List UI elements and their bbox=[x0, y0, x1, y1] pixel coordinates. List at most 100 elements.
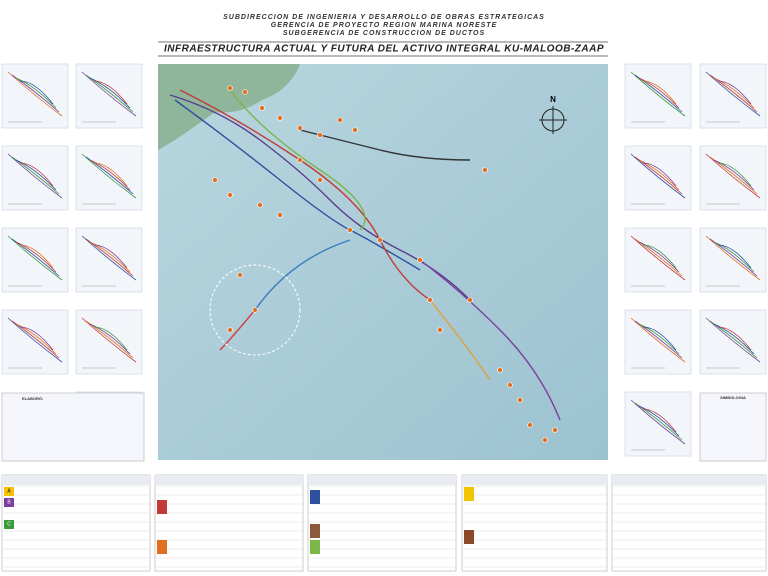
group-label: C bbox=[7, 521, 11, 527]
thumbnail-line bbox=[705, 71, 761, 117]
thumbnail-line bbox=[630, 235, 686, 281]
thumbnail bbox=[699, 145, 767, 211]
thumbnail-line bbox=[638, 405, 680, 437]
thumbnail-line bbox=[634, 402, 683, 441]
thumbnail-line bbox=[638, 77, 680, 109]
thumbnail-line bbox=[713, 241, 755, 273]
platform bbox=[467, 297, 473, 303]
thumbnail-line bbox=[634, 320, 683, 359]
platform bbox=[542, 437, 548, 443]
header-line: SUBDIRECCION DE INGENIERIA Y DESARROLLO … bbox=[223, 14, 545, 21]
group-badge bbox=[310, 524, 320, 538]
thumbnail-line bbox=[19, 244, 54, 269]
thumbnail-line bbox=[93, 244, 128, 269]
platform bbox=[352, 127, 358, 133]
platforms bbox=[212, 85, 558, 443]
platform bbox=[427, 297, 433, 303]
thumbnail-line bbox=[89, 159, 131, 191]
thumbnail bbox=[624, 227, 692, 293]
thumbnail-line bbox=[642, 244, 677, 269]
platform bbox=[237, 272, 243, 278]
thumbnail-line bbox=[93, 326, 128, 351]
header-line: SUBGERENCIA DE CONSTRUCCION DE DUCTOS bbox=[283, 30, 485, 37]
platform bbox=[482, 167, 488, 173]
thumbnail-line bbox=[713, 159, 755, 191]
platform bbox=[242, 89, 248, 95]
thumbnail-line bbox=[93, 80, 128, 105]
thumbnail-line bbox=[89, 241, 131, 273]
thumbnail-line bbox=[634, 156, 683, 195]
thumbnail-line bbox=[11, 238, 60, 277]
thumbnail-line bbox=[7, 153, 63, 199]
thumbnail bbox=[624, 391, 692, 457]
thumbnail-line bbox=[634, 74, 683, 113]
thumbnail-line bbox=[7, 235, 63, 281]
thumbnail-line bbox=[713, 323, 755, 355]
pipelines bbox=[169, 89, 561, 421]
platform bbox=[297, 157, 303, 163]
credits-title: ELABORÓ: bbox=[22, 396, 43, 401]
thumbnail-line bbox=[7, 317, 63, 363]
north-label: N bbox=[550, 95, 556, 104]
platform bbox=[317, 177, 323, 183]
thumbnail-line bbox=[11, 320, 60, 359]
thumbnail-line bbox=[709, 320, 758, 359]
thumbnail bbox=[75, 63, 143, 129]
group-badge bbox=[4, 520, 14, 529]
thumbnail-line bbox=[85, 156, 134, 195]
platform bbox=[377, 237, 383, 243]
platform bbox=[347, 227, 353, 233]
thumbnail-line bbox=[7, 71, 63, 117]
group-badge bbox=[464, 530, 474, 544]
platform bbox=[259, 105, 265, 111]
legend-box bbox=[699, 392, 767, 462]
thumbnail bbox=[699, 63, 767, 129]
thumbnail-line bbox=[11, 74, 60, 113]
thumbnail-line bbox=[19, 326, 54, 351]
platform bbox=[227, 327, 233, 333]
thumbnail bbox=[624, 63, 692, 129]
platform bbox=[437, 327, 443, 333]
thumbnail-line bbox=[11, 156, 60, 195]
zone-circle bbox=[209, 264, 301, 356]
thumbnail-line bbox=[705, 317, 761, 363]
main-map: N bbox=[158, 64, 608, 460]
thumbnail bbox=[699, 227, 767, 293]
thumbnail bbox=[624, 145, 692, 211]
thumbnail-line bbox=[15, 159, 57, 191]
table-header bbox=[308, 475, 456, 485]
platform bbox=[277, 212, 283, 218]
thumbnail-line bbox=[93, 162, 128, 187]
group-badge bbox=[310, 540, 320, 554]
thumbnail bbox=[1, 309, 69, 375]
thumbnail-line bbox=[642, 408, 677, 433]
thumbnail bbox=[75, 145, 143, 211]
credits-box bbox=[1, 392, 145, 462]
table bbox=[154, 474, 304, 572]
thumbnail bbox=[699, 309, 767, 375]
thumbnail-line bbox=[638, 241, 680, 273]
tables bbox=[1, 474, 767, 572]
thumbnail-line bbox=[19, 80, 54, 105]
platform bbox=[337, 117, 343, 123]
sea bbox=[158, 64, 608, 460]
thumbnail-line bbox=[705, 153, 761, 199]
platform bbox=[212, 177, 218, 183]
thumbnail-line bbox=[81, 153, 137, 199]
thumbnail-line bbox=[717, 326, 752, 351]
thumbnail bbox=[75, 227, 143, 293]
thumbnail-line bbox=[717, 80, 752, 105]
thumbnail-line bbox=[709, 238, 758, 277]
thumbnail-line bbox=[642, 162, 677, 187]
thumbnail-line bbox=[81, 235, 137, 281]
group-badge bbox=[310, 490, 320, 504]
thumbnail-line bbox=[85, 238, 134, 277]
platform bbox=[227, 192, 233, 198]
thumbnail-line bbox=[89, 323, 131, 355]
thumbnail-line bbox=[717, 162, 752, 187]
thumbnail-line bbox=[630, 317, 686, 363]
thumbnail-line bbox=[642, 80, 677, 105]
thumbnail-line bbox=[630, 153, 686, 199]
thumbnail bbox=[1, 227, 69, 293]
